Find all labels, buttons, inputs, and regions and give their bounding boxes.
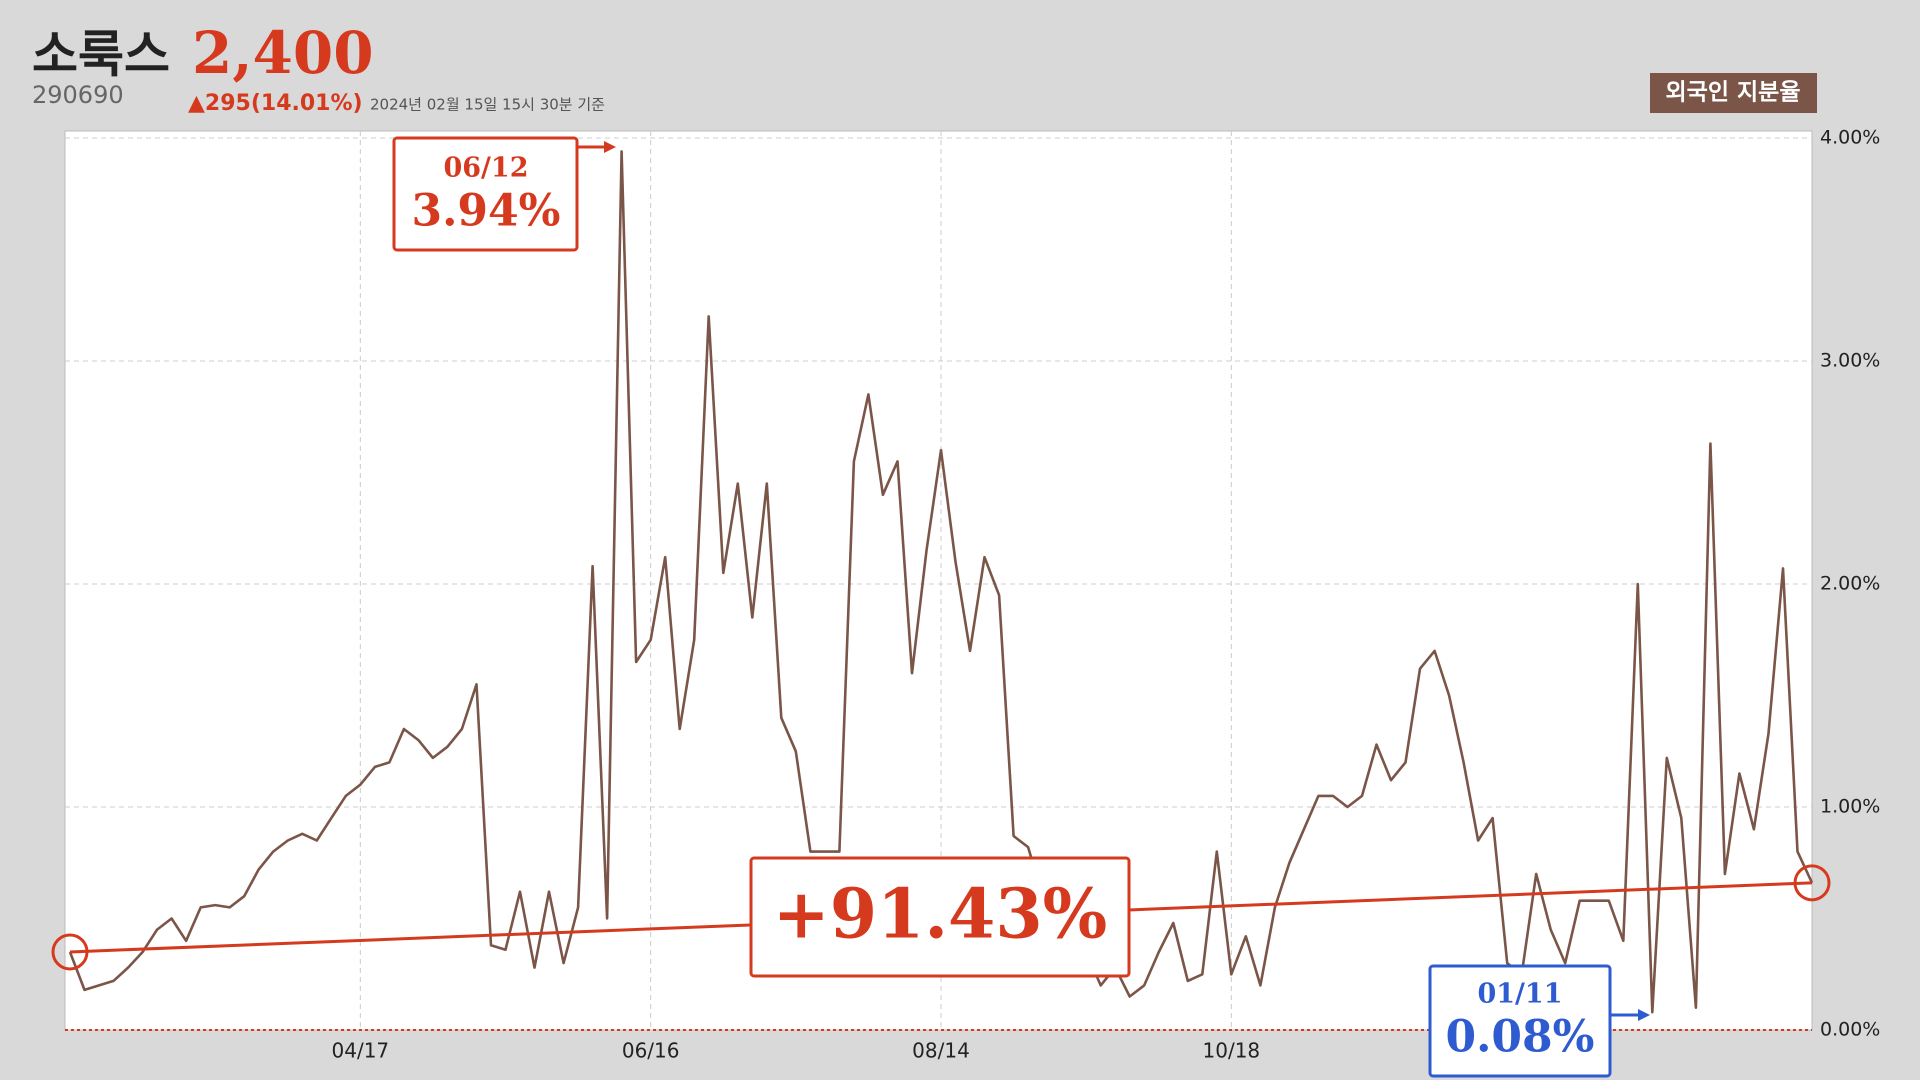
endpoint bbox=[1793, 864, 1831, 902]
badge-bg bbox=[1650, 73, 1817, 113]
trend-value: +91.43% bbox=[773, 875, 1108, 955]
y-tick-label: 2.00% bbox=[1820, 573, 1880, 595]
annotations: 06/12 3.94% 01/11 0.08% +91.43% bbox=[392, 136, 1650, 1078]
code: 290690 bbox=[32, 81, 124, 109]
min-value: 0.08% bbox=[1446, 1012, 1595, 1063]
trend-label: +91.43% bbox=[749, 856, 1131, 978]
timestamp: 2024년 02월 15일 15시 30분 기준 bbox=[370, 96, 605, 114]
badge: 외국인 지분율 bbox=[1666, 80, 1801, 106]
chart-title: 소룩스 bbox=[32, 26, 170, 84]
max-box bbox=[392, 136, 579, 252]
min-date: 01/11 bbox=[1477, 979, 1562, 1010]
max-value: 3.94% bbox=[412, 186, 561, 237]
endpoint bbox=[51, 933, 89, 971]
y-tick-label: 3.00% bbox=[1820, 350, 1880, 372]
x-tick-label: 08/14 bbox=[912, 1039, 970, 1063]
x-tick-label: 06/16 bbox=[622, 1039, 680, 1063]
change: ▲295(14.01%) bbox=[188, 91, 363, 116]
max-arrow-head bbox=[604, 141, 616, 153]
y-tick-label: 4.00% bbox=[1820, 127, 1880, 149]
min-box bbox=[1428, 964, 1612, 1078]
x-tick-label: 04/17 bbox=[332, 1039, 390, 1063]
price: 2,400 bbox=[192, 19, 374, 87]
y-tick-label: 1.00% bbox=[1820, 796, 1880, 818]
max-date: 06/12 bbox=[443, 153, 528, 184]
y-tick-label: 0.00% bbox=[1820, 1019, 1880, 1041]
trend-box bbox=[749, 856, 1131, 978]
min-arrow-head bbox=[1638, 1009, 1650, 1021]
x-tick-label: 10/18 bbox=[1203, 1039, 1261, 1063]
